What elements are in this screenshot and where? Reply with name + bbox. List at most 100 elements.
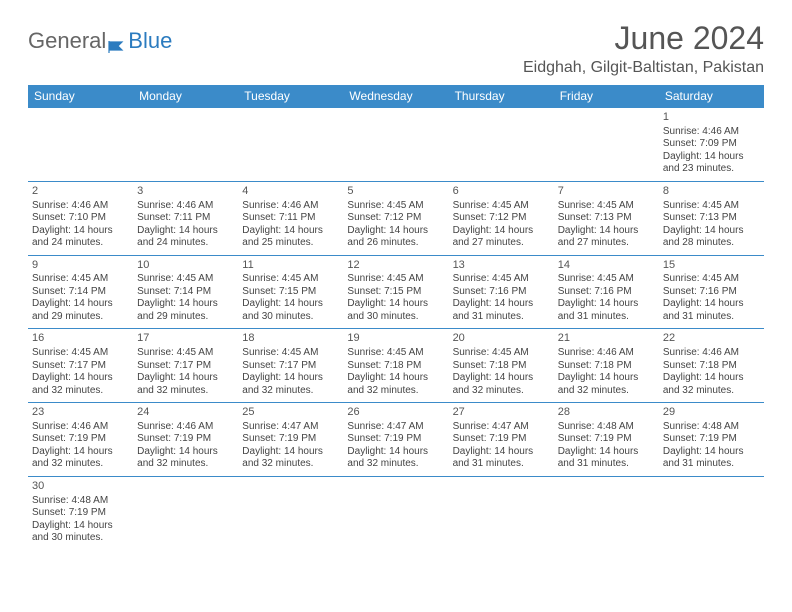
daylight-line: Daylight: 14 hours and 32 minutes.	[347, 372, 444, 397]
daylight-line: Daylight: 14 hours and 26 minutes.	[347, 225, 444, 250]
daylight-line: Daylight: 14 hours and 32 minutes.	[242, 372, 339, 397]
sunrise-line: Sunrise: 4:45 AM	[663, 273, 760, 286]
day-number: 24	[137, 406, 234, 420]
daylight-line: Daylight: 14 hours and 32 minutes.	[453, 372, 550, 397]
calendar-cell: 10Sunrise: 4:45 AMSunset: 7:14 PMDayligh…	[133, 255, 238, 329]
day-number: 30	[32, 480, 129, 494]
calendar-cell	[659, 476, 764, 549]
day-number: 4	[242, 185, 339, 199]
sunrise-line: Sunrise: 4:47 AM	[242, 421, 339, 434]
sunrise-line: Sunrise: 4:45 AM	[242, 347, 339, 360]
sunset-line: Sunset: 7:12 PM	[347, 212, 444, 225]
sunset-line: Sunset: 7:14 PM	[32, 286, 129, 299]
calendar-cell: 11Sunrise: 4:45 AMSunset: 7:15 PMDayligh…	[238, 255, 343, 329]
sunset-line: Sunset: 7:13 PM	[663, 212, 760, 225]
sunrise-line: Sunrise: 4:45 AM	[558, 273, 655, 286]
calendar-cell	[238, 476, 343, 549]
day-header: Sunday	[28, 85, 133, 108]
logo: GeneralBlue	[28, 28, 172, 54]
daylight-line: Daylight: 14 hours and 32 minutes.	[663, 372, 760, 397]
calendar-cell: 22Sunrise: 4:46 AMSunset: 7:18 PMDayligh…	[659, 329, 764, 403]
calendar-cell: 15Sunrise: 4:45 AMSunset: 7:16 PMDayligh…	[659, 255, 764, 329]
sunrise-line: Sunrise: 4:46 AM	[137, 421, 234, 434]
sunrise-line: Sunrise: 4:48 AM	[663, 421, 760, 434]
sunrise-line: Sunrise: 4:46 AM	[242, 200, 339, 213]
sunrise-line: Sunrise: 4:45 AM	[137, 273, 234, 286]
day-number: 8	[663, 185, 760, 199]
calendar-cell: 2Sunrise: 4:46 AMSunset: 7:10 PMDaylight…	[28, 181, 133, 255]
calendar-cell: 7Sunrise: 4:45 AMSunset: 7:13 PMDaylight…	[554, 181, 659, 255]
sunrise-line: Sunrise: 4:46 AM	[32, 200, 129, 213]
calendar-cell: 5Sunrise: 4:45 AMSunset: 7:12 PMDaylight…	[343, 181, 448, 255]
daylight-line: Daylight: 14 hours and 28 minutes.	[663, 225, 760, 250]
month-title: June 2024	[523, 20, 764, 57]
sunset-line: Sunset: 7:18 PM	[558, 360, 655, 373]
day-number: 26	[347, 406, 444, 420]
day-header: Monday	[133, 85, 238, 108]
sunset-line: Sunset: 7:10 PM	[32, 212, 129, 225]
calendar-cell	[238, 108, 343, 182]
daylight-line: Daylight: 14 hours and 31 minutes.	[558, 298, 655, 323]
day-number: 12	[347, 259, 444, 273]
sunrise-line: Sunrise: 4:45 AM	[137, 347, 234, 360]
calendar-cell: 19Sunrise: 4:45 AMSunset: 7:18 PMDayligh…	[343, 329, 448, 403]
sunset-line: Sunset: 7:19 PM	[347, 433, 444, 446]
sunset-line: Sunset: 7:18 PM	[347, 360, 444, 373]
calendar-cell	[554, 108, 659, 182]
sunrise-line: Sunrise: 4:45 AM	[347, 200, 444, 213]
day-number: 9	[32, 259, 129, 273]
calendar-cell	[449, 476, 554, 549]
sunset-line: Sunset: 7:17 PM	[32, 360, 129, 373]
sunset-line: Sunset: 7:19 PM	[242, 433, 339, 446]
sunset-line: Sunset: 7:19 PM	[137, 433, 234, 446]
location: Eidghah, Gilgit-Baltistan, Pakistan	[523, 59, 764, 77]
day-number: 7	[558, 185, 655, 199]
calendar-cell: 16Sunrise: 4:45 AMSunset: 7:17 PMDayligh…	[28, 329, 133, 403]
sunset-line: Sunset: 7:19 PM	[32, 507, 129, 520]
calendar-cell: 26Sunrise: 4:47 AMSunset: 7:19 PMDayligh…	[343, 403, 448, 477]
daylight-line: Daylight: 14 hours and 32 minutes.	[137, 372, 234, 397]
sunrise-line: Sunrise: 4:47 AM	[347, 421, 444, 434]
calendar-cell: 24Sunrise: 4:46 AMSunset: 7:19 PMDayligh…	[133, 403, 238, 477]
calendar-cell: 4Sunrise: 4:46 AMSunset: 7:11 PMDaylight…	[238, 181, 343, 255]
day-header: Saturday	[659, 85, 764, 108]
day-number: 28	[558, 406, 655, 420]
daylight-line: Daylight: 14 hours and 30 minutes.	[242, 298, 339, 323]
sunset-line: Sunset: 7:14 PM	[137, 286, 234, 299]
day-number: 2	[32, 185, 129, 199]
sunset-line: Sunset: 7:18 PM	[663, 360, 760, 373]
calendar-body: 1Sunrise: 4:46 AMSunset: 7:09 PMDaylight…	[28, 108, 764, 550]
daylight-line: Daylight: 14 hours and 27 minutes.	[558, 225, 655, 250]
daylight-line: Daylight: 14 hours and 32 minutes.	[137, 446, 234, 471]
daylight-line: Daylight: 14 hours and 31 minutes.	[453, 298, 550, 323]
calendar-cell: 29Sunrise: 4:48 AMSunset: 7:19 PMDayligh…	[659, 403, 764, 477]
day-number: 29	[663, 406, 760, 420]
sunset-line: Sunset: 7:15 PM	[242, 286, 339, 299]
sunrise-line: Sunrise: 4:45 AM	[453, 273, 550, 286]
day-number: 10	[137, 259, 234, 273]
calendar-cell: 9Sunrise: 4:45 AMSunset: 7:14 PMDaylight…	[28, 255, 133, 329]
logo-text-general: General	[28, 28, 106, 54]
sunrise-line: Sunrise: 4:45 AM	[663, 200, 760, 213]
sunrise-line: Sunrise: 4:46 AM	[663, 126, 760, 139]
day-number: 21	[558, 332, 655, 346]
sunrise-line: Sunrise: 4:45 AM	[347, 347, 444, 360]
sunset-line: Sunset: 7:16 PM	[558, 286, 655, 299]
calendar-cell: 6Sunrise: 4:45 AMSunset: 7:12 PMDaylight…	[449, 181, 554, 255]
daylight-line: Daylight: 14 hours and 23 minutes.	[663, 151, 760, 176]
daylight-line: Daylight: 14 hours and 24 minutes.	[137, 225, 234, 250]
day-number: 15	[663, 259, 760, 273]
day-number: 6	[453, 185, 550, 199]
day-header: Friday	[554, 85, 659, 108]
calendar-head: SundayMondayTuesdayWednesdayThursdayFrid…	[28, 85, 764, 108]
daylight-line: Daylight: 14 hours and 30 minutes.	[32, 520, 129, 545]
sunset-line: Sunset: 7:16 PM	[663, 286, 760, 299]
sunset-line: Sunset: 7:13 PM	[558, 212, 655, 225]
daylight-line: Daylight: 14 hours and 32 minutes.	[242, 446, 339, 471]
sunset-line: Sunset: 7:09 PM	[663, 138, 760, 151]
calendar-cell: 27Sunrise: 4:47 AMSunset: 7:19 PMDayligh…	[449, 403, 554, 477]
calendar-cell: 28Sunrise: 4:48 AMSunset: 7:19 PMDayligh…	[554, 403, 659, 477]
day-number: 1	[663, 111, 760, 125]
calendar-cell	[133, 476, 238, 549]
calendar-cell	[343, 108, 448, 182]
